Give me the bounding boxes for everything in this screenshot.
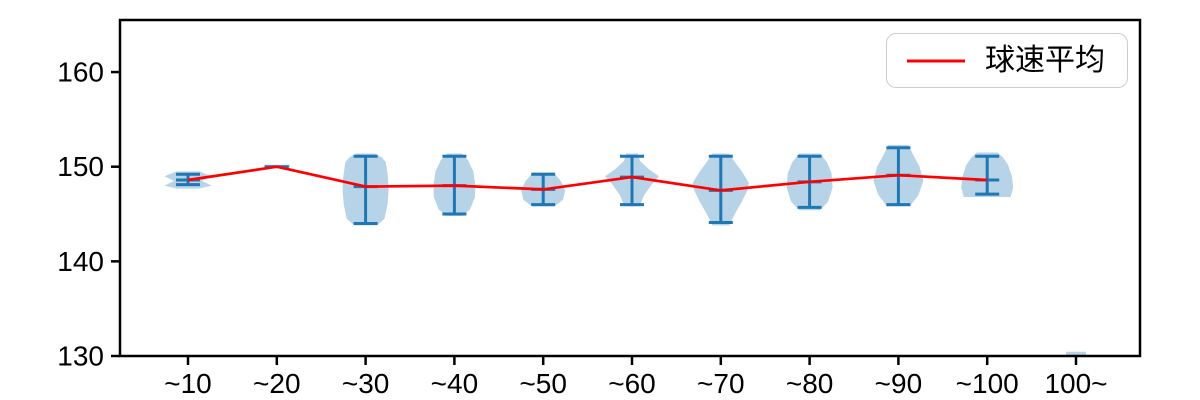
x-tick-label: ~20: [253, 368, 301, 399]
x-tick-label: ~100: [956, 368, 1019, 399]
x-tick-label: ~10: [164, 368, 212, 399]
x-tick-label: ~40: [431, 368, 479, 399]
x-tick-label: ~70: [697, 368, 745, 399]
y-tick-label: 150: [57, 151, 104, 182]
x-tick-label: ~80: [786, 368, 834, 399]
x-tick-label: ~60: [608, 368, 656, 399]
mean-line-series: [187, 165, 988, 192]
legend-line-icon: [907, 59, 965, 62]
y-tick-label: 160: [57, 57, 104, 88]
legend-label: 球速平均: [985, 44, 1105, 77]
y-tick-label: 130: [57, 341, 104, 372]
axes-frame: [118, 18, 1142, 358]
x-tick-label: ~90: [875, 368, 923, 399]
x-tick-label: 100~: [1044, 368, 1107, 399]
legend: 球速平均: [886, 33, 1128, 88]
y-tick-label: 140: [57, 246, 104, 277]
x-tick-label: ~30: [342, 368, 390, 399]
x-tick-label: ~50: [519, 368, 567, 399]
